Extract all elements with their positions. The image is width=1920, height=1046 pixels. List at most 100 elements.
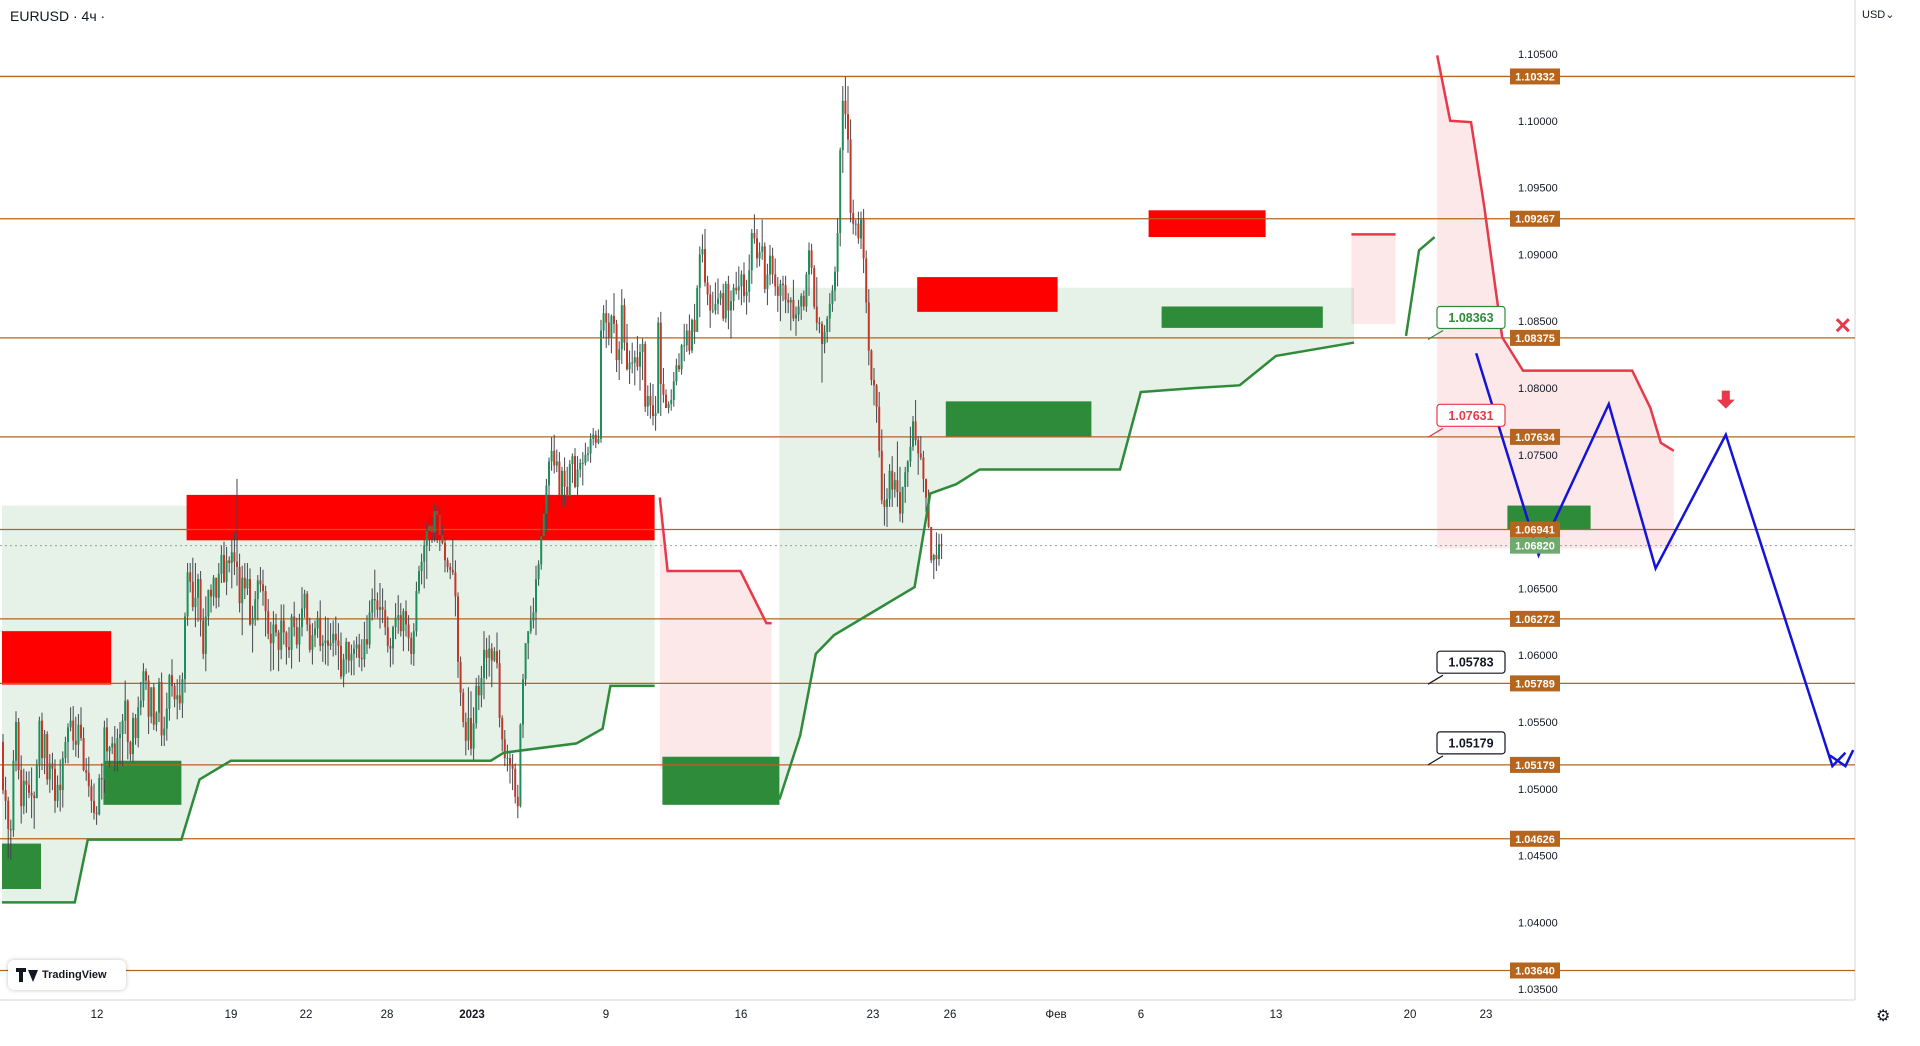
candle — [462, 688, 465, 728]
candle — [899, 466, 901, 522]
candle — [639, 343, 641, 391]
candle-body — [717, 298, 719, 304]
candle — [15, 711, 17, 772]
candle-body — [9, 828, 12, 831]
candle — [119, 722, 121, 765]
gear-icon[interactable]: ⚙ — [1876, 1008, 1891, 1025]
candle-body — [25, 780, 28, 785]
current-price-text: 1.06820 — [1515, 541, 1555, 553]
candle — [779, 279, 782, 322]
candle — [386, 616, 389, 653]
candle-body — [480, 677, 483, 696]
candle — [641, 338, 644, 380]
candle-body — [126, 700, 129, 743]
candle-body — [938, 544, 940, 560]
candle — [659, 311, 662, 417]
candle — [506, 744, 509, 772]
candle — [909, 426, 912, 467]
candle — [857, 211, 860, 244]
candle — [420, 553, 423, 585]
candle-body — [319, 617, 322, 646]
candle — [90, 779, 93, 813]
candle-body — [620, 305, 623, 350]
candle-body — [80, 724, 82, 739]
candle — [496, 632, 498, 669]
level-label-bg — [1510, 830, 1560, 847]
candle-body — [264, 591, 267, 612]
candle-body — [797, 306, 800, 315]
candle-body — [17, 722, 20, 771]
candle — [550, 437, 553, 471]
level-label-bg — [1510, 962, 1560, 979]
candle — [727, 275, 730, 330]
candle-body — [158, 681, 160, 713]
candle-body — [228, 560, 231, 564]
candle-body — [800, 295, 803, 307]
candle-body — [561, 470, 563, 495]
symbol-title[interactable]: EURUSD · 4ч · — [10, 8, 106, 24]
candle — [883, 473, 886, 526]
candle-body — [589, 438, 592, 454]
candle — [69, 707, 72, 732]
candle-body — [259, 580, 262, 585]
candle-body — [834, 271, 836, 291]
candle — [553, 434, 556, 474]
candle — [210, 584, 212, 613]
candle — [134, 713, 137, 745]
tradingview-logo[interactable]: TradingView — [8, 960, 126, 990]
candle-body — [402, 611, 405, 632]
candle-body — [210, 589, 212, 597]
candle — [7, 796, 10, 859]
candle — [324, 616, 327, 665]
candle — [355, 636, 358, 658]
candle-body — [51, 763, 54, 769]
candle-body — [776, 286, 779, 296]
candle — [706, 275, 709, 306]
candle-body — [652, 405, 654, 417]
candle — [262, 569, 264, 606]
candle — [667, 401, 670, 414]
candle-body — [392, 627, 394, 649]
level-price-label: 1.04626 — [1510, 830, 1560, 847]
candle — [353, 640, 355, 676]
candle-body — [594, 434, 597, 443]
candle — [137, 696, 140, 748]
candle-body — [688, 330, 691, 351]
candle — [935, 532, 938, 572]
candle-body — [867, 302, 870, 351]
candle-body — [163, 728, 166, 736]
candle-body — [821, 323, 823, 344]
candle-body — [290, 616, 293, 650]
candle — [714, 282, 717, 315]
candle — [514, 763, 517, 804]
candle — [28, 771, 30, 799]
candle — [4, 776, 7, 820]
time-tick-label: 26 — [944, 1009, 957, 1021]
candle — [711, 291, 714, 314]
price-tick-label: 1.09500 — [1518, 183, 1558, 195]
candle — [126, 699, 129, 760]
candle — [441, 525, 444, 545]
price-tick-label: 1.03500 — [1518, 984, 1558, 996]
candle — [158, 677, 160, 722]
candle-body — [730, 301, 732, 311]
candle-body — [498, 663, 501, 718]
candle-body — [584, 454, 587, 463]
candle — [904, 466, 907, 503]
candle-body — [815, 306, 818, 323]
candle-body — [732, 287, 735, 302]
candle — [93, 783, 95, 820]
candle-body — [306, 593, 309, 625]
candle — [25, 771, 28, 813]
candle-body — [940, 544, 943, 546]
candle-body — [293, 616, 296, 628]
candle-body — [275, 624, 277, 633]
currency-selector[interactable]: USD⌄ — [1862, 9, 1895, 21]
level-price-label: 1.03640 — [1510, 962, 1560, 979]
candle-body — [511, 764, 514, 769]
candle-body — [758, 251, 761, 259]
candle-body — [542, 513, 545, 537]
callout-box — [1436, 403, 1506, 427]
candle-body — [899, 492, 901, 514]
